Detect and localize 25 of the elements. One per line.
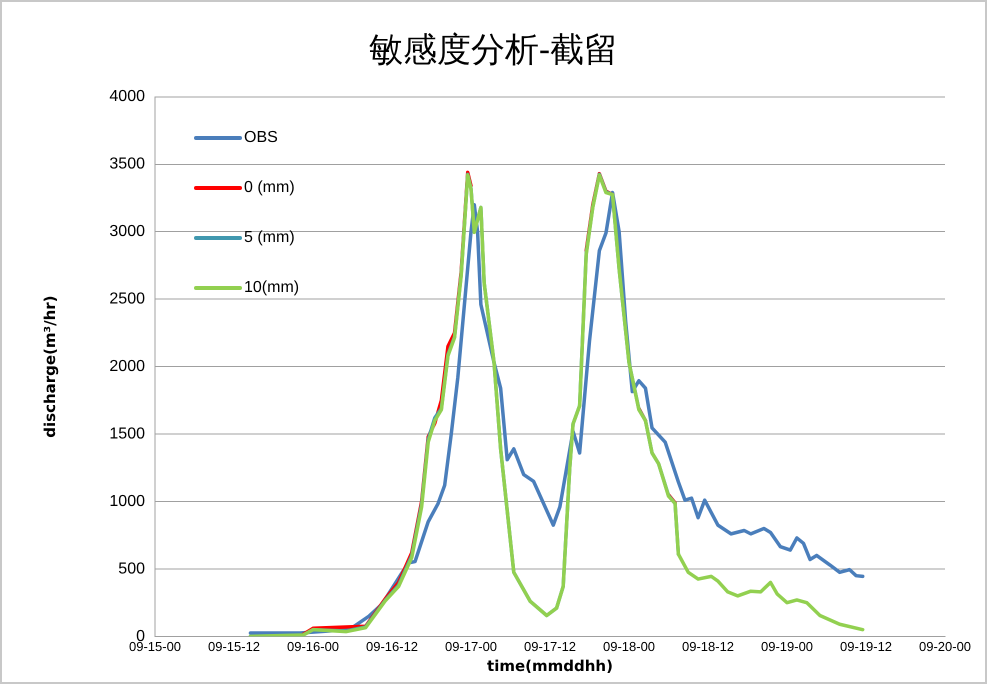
x-tick-label: 09-15-12: [208, 638, 260, 654]
y-tick-label: 4000: [109, 88, 146, 106]
x-tick-label: 09-17-12: [524, 638, 576, 654]
x-tick-label: 09-19-12: [840, 638, 892, 654]
legend-label: 0 (mm): [244, 179, 295, 197]
y-axis-title: discharge(m³/hr): [40, 295, 59, 438]
x-tick-label: 09-18-12: [682, 638, 734, 654]
legend-label: 10(mm): [244, 279, 300, 297]
x-tick-label: 09-17-00: [444, 638, 498, 654]
legend-label: 5 (mm): [244, 229, 295, 247]
chart-title: 敏感度分析-截留: [368, 30, 618, 70]
x-tick-label: 09-16-00: [286, 638, 340, 654]
y-tick-label: 500: [118, 560, 146, 578]
x-axis-title: time(mmddhh): [487, 656, 613, 675]
x-tick-label: 09-16-12: [366, 638, 418, 654]
y-tick-label: 2500: [109, 290, 146, 308]
y-tick-label: 1500: [109, 425, 146, 442]
y-tick-label: 3500: [109, 156, 146, 173]
x-tick-label: 09-20-00: [918, 638, 972, 654]
x-tick-label: 09-18-00: [602, 638, 656, 654]
y-tick-label: 2000: [109, 358, 146, 376]
y-tick-label: 3000: [109, 223, 146, 240]
x-tick-label: 09-19-00: [760, 638, 814, 654]
y-tick-label: 1000: [109, 492, 146, 510]
legend-label: OBS: [244, 129, 278, 147]
